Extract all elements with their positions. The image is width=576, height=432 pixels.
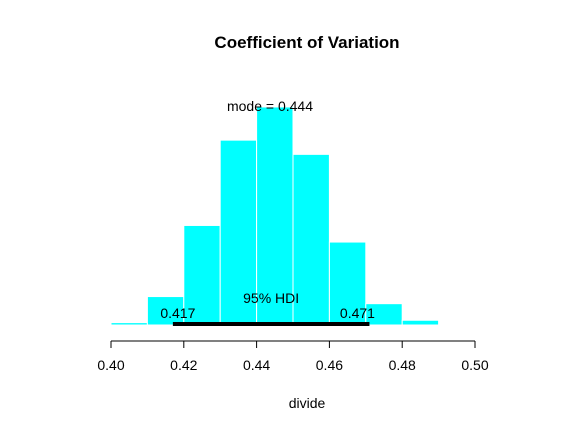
x-tick-label: 0.50	[461, 357, 488, 373]
x-tick-label: 0.48	[389, 357, 416, 373]
histogram-bar	[110, 322, 148, 326]
x-tick-label: 0.42	[170, 357, 197, 373]
histogram-bar	[292, 153, 330, 326]
mode-annotation: mode = 0.444	[227, 98, 313, 114]
x-tick-label: 0.44	[243, 357, 270, 373]
histogram-bar	[328, 241, 367, 326]
x-axis-label: divide	[289, 395, 326, 411]
histogram-bar	[365, 303, 403, 326]
hdi-high-label: 0.471	[340, 305, 375, 321]
x-axis: 0.40 0.42 0.44 0.46 0.48 0.50	[97, 340, 489, 373]
histogram-bar	[401, 319, 440, 326]
hdi-label: 95% HDI	[243, 290, 299, 306]
x-tick-label: 0.40	[97, 357, 124, 373]
bars-group	[110, 106, 440, 326]
x-tick-label: 0.46	[316, 357, 343, 373]
hdi-low-label: 0.417	[160, 305, 195, 321]
chart-title: Coefficient of Variation	[214, 33, 399, 52]
